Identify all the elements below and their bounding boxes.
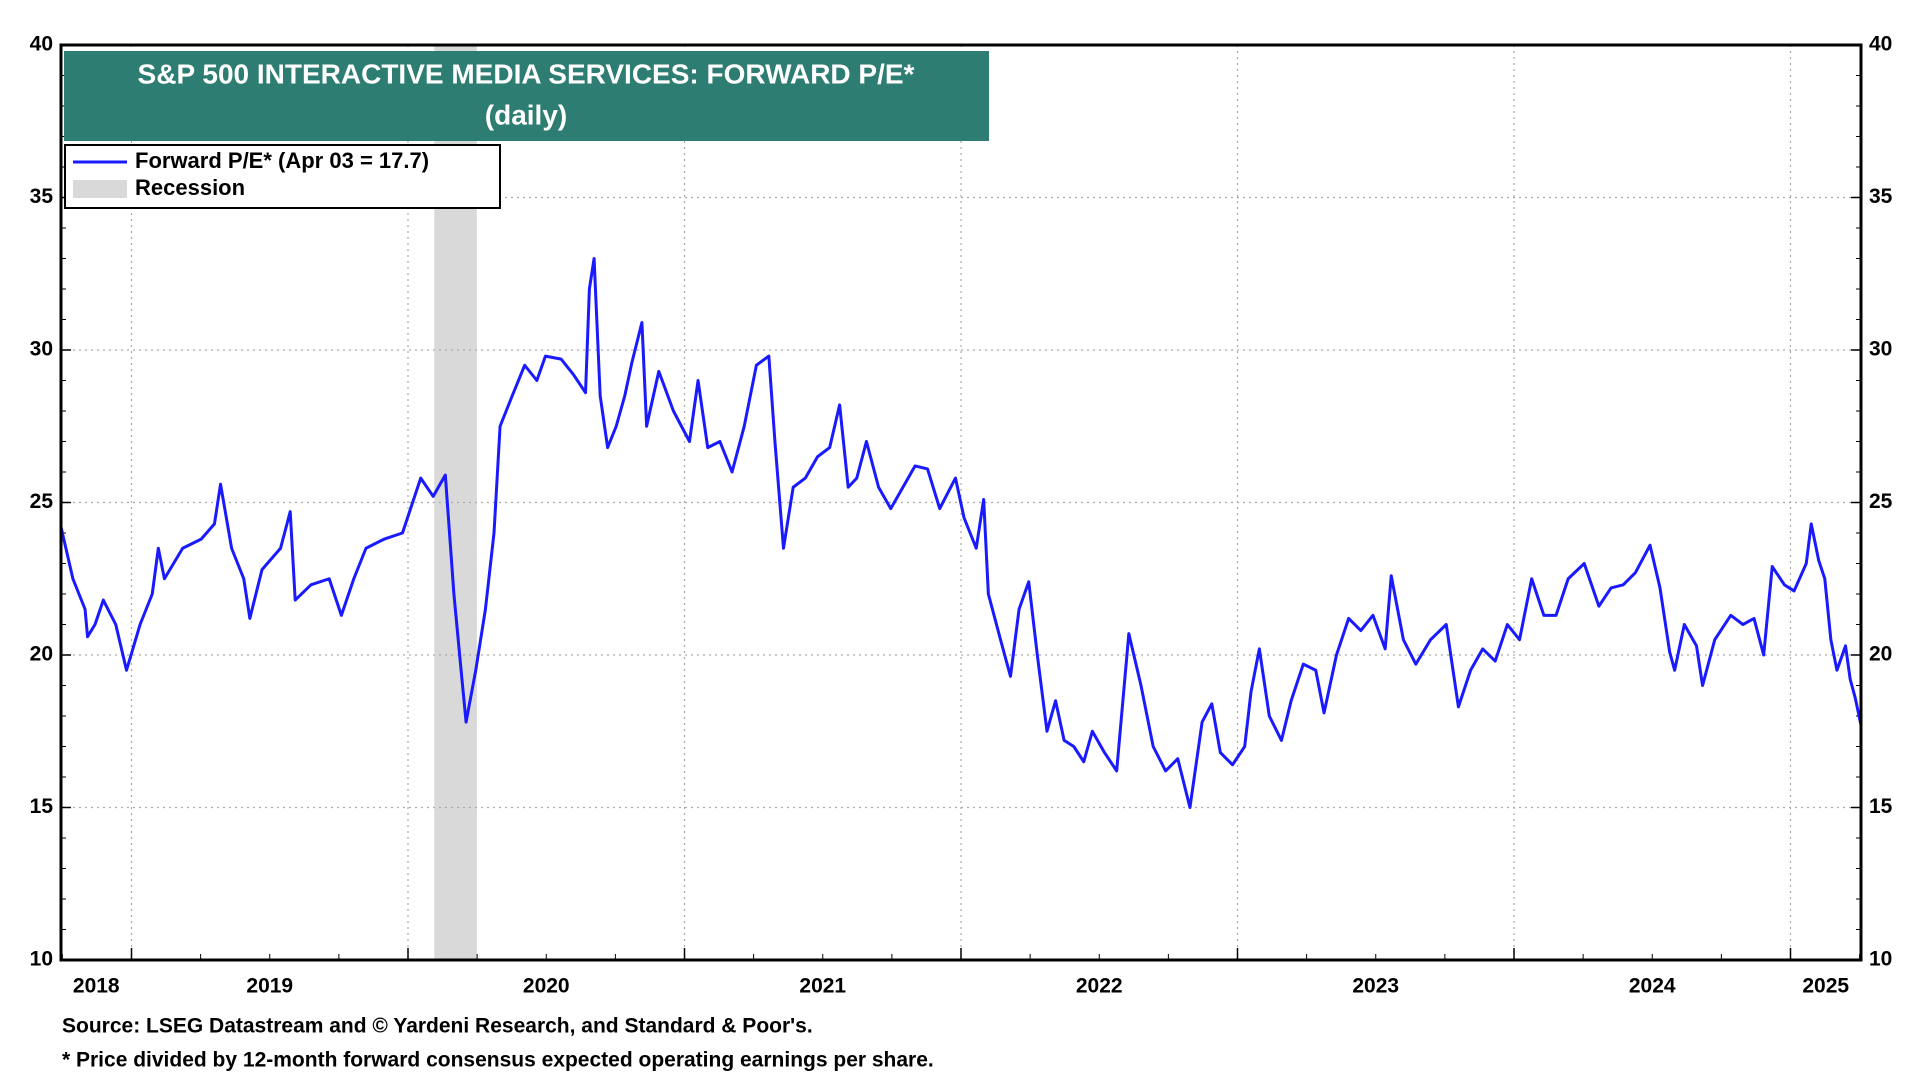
chart-title: S&P 500 INTERACTIVE MEDIA SERVICES: FORW…: [138, 58, 915, 89]
legend-recession-swatch: [73, 180, 127, 198]
y2-tick-label: 30: [1869, 338, 1892, 361]
y-tick-label: 25: [30, 490, 54, 513]
y2-tick-label: 35: [1869, 185, 1893, 208]
x-tick-label: 2022: [1076, 975, 1123, 998]
legend-box: [64, 144, 501, 209]
y-tick-label: 20: [30, 643, 53, 666]
y2-tick-label: 15: [1869, 795, 1893, 818]
y2-tick-label: 25: [1869, 490, 1893, 513]
y-tick-label: 10: [30, 948, 53, 971]
x-tick-label: 2021: [799, 975, 846, 998]
y-tick-label: 40: [30, 33, 53, 56]
x-tick-label: 2019: [246, 975, 293, 998]
chart-subtitle: (daily): [485, 99, 567, 130]
x-tick-label: 2025: [1802, 975, 1849, 998]
x-tick-label: 2024: [1629, 975, 1676, 998]
footnote: * Price divided by 12-month forward cons…: [62, 1049, 934, 1072]
x-tick-label: 2020: [523, 975, 570, 998]
title-box: [64, 51, 989, 141]
series-line: [59, 257, 1863, 809]
x-tick-label: 2018: [73, 975, 120, 998]
x-tick-label: 2023: [1352, 975, 1399, 998]
y-tick-label: 35: [30, 185, 54, 208]
source-note: Source: LSEG Datastream and © Yardeni Re…: [62, 1015, 813, 1038]
legend-label: Recession: [135, 175, 245, 200]
plot-frame: [59, 43, 1863, 962]
y2-tick-label: 20: [1869, 643, 1892, 666]
legend-label: Forward P/E* (Apr 03 = 17.7): [135, 148, 429, 173]
y2-tick-label: 10: [1869, 948, 1892, 971]
y2-tick-label: 40: [1869, 33, 1892, 56]
y-tick-label: 30: [30, 338, 53, 361]
y-tick-label: 15: [30, 795, 54, 818]
